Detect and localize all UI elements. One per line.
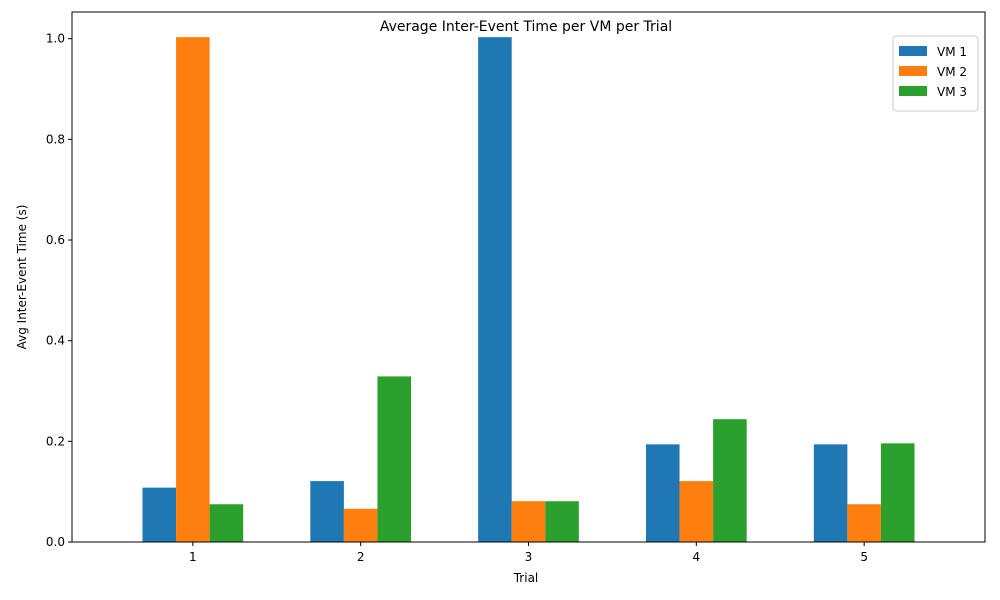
legend-swatch-vm-1 xyxy=(899,46,927,56)
x-tick-label: 4 xyxy=(693,550,701,564)
bar-vm-2-trial-1 xyxy=(176,37,210,542)
chart-title: Average Inter-Event Time per VM per Tria… xyxy=(380,19,672,35)
legend-label: VM 3 xyxy=(937,85,967,99)
bar-vm-1-trial-5 xyxy=(813,444,848,542)
x-tick-label: 5 xyxy=(860,550,868,564)
x-axis-ticks: 1 2 3 4 5 xyxy=(189,542,868,564)
legend-label: VM 1 xyxy=(937,45,967,59)
y-tick-label: 1.0 xyxy=(46,32,65,46)
plot-area-frame xyxy=(71,11,986,543)
x-axis-label: Trial xyxy=(513,571,539,585)
y-tick-label: 0.6 xyxy=(46,233,65,247)
y-tick-label: 0.8 xyxy=(46,132,65,146)
bar-vm-3-trial-5 xyxy=(880,443,915,542)
bar-vm-3-trial-2 xyxy=(377,376,412,542)
legend-swatch-vm-3 xyxy=(899,86,927,96)
bar-vm-3-trial-1 xyxy=(209,504,244,542)
legend-label: VM 2 xyxy=(937,65,967,79)
bar-vm-2-trial-4 xyxy=(679,481,714,542)
y-tick-label: 0.4 xyxy=(46,334,65,348)
bar-vm-2-trial-5 xyxy=(847,504,881,542)
legend: VM 1 VM 2 VM 3 xyxy=(892,35,979,112)
bar-vm-1-trial-1 xyxy=(142,487,177,542)
bar-vm-3-trial-3 xyxy=(545,501,579,542)
bars-layer xyxy=(142,37,915,542)
x-tick-label: 1 xyxy=(189,550,197,564)
y-axis-label: Avg Inter-Event Time (s) xyxy=(15,205,29,350)
y-tick-label: 0.2 xyxy=(46,434,65,448)
legend-swatch-vm-2 xyxy=(899,66,927,76)
y-tick-label: 0.0 xyxy=(46,535,65,549)
bar-vm-1-trial-4 xyxy=(645,444,680,542)
y-axis-ticks: 0.0 0.2 0.4 0.6 0.8 1.0 xyxy=(46,32,72,549)
bar-vm-3-trial-4 xyxy=(713,419,747,542)
bar-vm-2-trial-2 xyxy=(343,508,378,542)
bar-vm-1-trial-3 xyxy=(478,37,512,542)
bar-vm-2-trial-3 xyxy=(511,501,546,542)
bar-vm-1-trial-2 xyxy=(310,481,344,542)
x-tick-label: 3 xyxy=(525,550,533,564)
x-tick-label: 2 xyxy=(357,550,365,564)
